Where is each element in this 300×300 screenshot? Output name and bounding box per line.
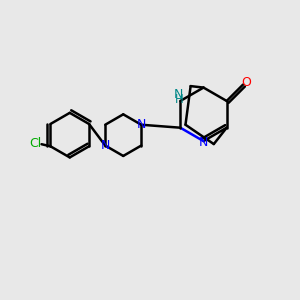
Text: N: N xyxy=(136,118,146,131)
Text: H: H xyxy=(175,93,183,106)
Text: N: N xyxy=(174,88,184,101)
Text: N: N xyxy=(199,136,208,149)
Text: N: N xyxy=(100,139,110,152)
Text: Cl: Cl xyxy=(29,137,42,150)
Text: O: O xyxy=(242,76,251,89)
